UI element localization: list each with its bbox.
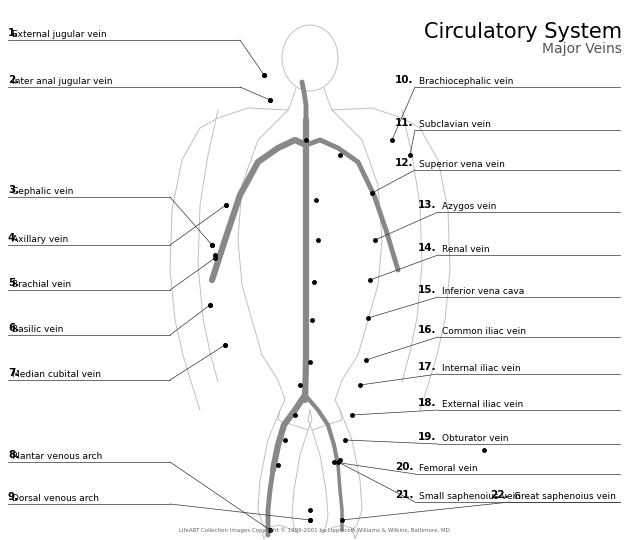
Text: 17.: 17. xyxy=(418,362,437,372)
Text: 9.: 9. xyxy=(8,492,19,502)
Text: 8.: 8. xyxy=(8,450,19,460)
Text: 18.: 18. xyxy=(418,398,437,408)
Text: 7.: 7. xyxy=(8,368,19,378)
Text: LifeART Collection Images Copyright © 1999-2001 by Lippincott Williams & Wilkins: LifeART Collection Images Copyright © 19… xyxy=(179,528,450,533)
Text: 12.: 12. xyxy=(395,158,413,168)
Text: 5.: 5. xyxy=(8,278,19,288)
Text: 15.: 15. xyxy=(418,285,437,295)
Text: 13.: 13. xyxy=(418,200,437,210)
Text: Circulatory System: Circulatory System xyxy=(424,22,622,42)
Text: Major Veins: Major Veins xyxy=(542,42,622,56)
Text: External jugular vein: External jugular vein xyxy=(12,30,107,39)
Text: 2.: 2. xyxy=(8,75,19,85)
Text: 10.: 10. xyxy=(395,75,413,85)
Text: 16.: 16. xyxy=(418,325,437,335)
Text: Brachial vein: Brachial vein xyxy=(12,280,71,289)
Text: Femoral vein: Femoral vein xyxy=(419,464,477,473)
Text: Small saphenoius vein: Small saphenoius vein xyxy=(419,492,521,501)
Text: 21.: 21. xyxy=(395,490,413,500)
Text: 4.: 4. xyxy=(8,233,19,243)
Text: 20.: 20. xyxy=(395,462,413,472)
Text: Azygos vein: Azygos vein xyxy=(442,202,496,211)
Text: Renal vein: Renal vein xyxy=(442,245,489,254)
Text: Internal iliac vein: Internal iliac vein xyxy=(442,364,521,373)
Text: 6.: 6. xyxy=(8,323,19,333)
Text: Basilic vein: Basilic vein xyxy=(12,325,64,334)
Text: Axillary vein: Axillary vein xyxy=(12,235,69,244)
Text: 14.: 14. xyxy=(418,243,437,253)
Text: Dorsal venous arch: Dorsal venous arch xyxy=(12,494,99,503)
Text: 11.: 11. xyxy=(395,118,413,128)
Text: Obturator vein: Obturator vein xyxy=(442,434,508,443)
Text: Subclavian vein: Subclavian vein xyxy=(419,120,491,129)
Text: Median cubital vein: Median cubital vein xyxy=(12,370,101,379)
Text: 19.: 19. xyxy=(418,432,437,442)
Text: 1.: 1. xyxy=(8,28,19,38)
Text: Brachiocephalic vein: Brachiocephalic vein xyxy=(419,77,513,86)
Text: Common iliac vein: Common iliac vein xyxy=(442,327,526,336)
Text: 3.: 3. xyxy=(8,185,19,195)
Text: Cephalic vein: Cephalic vein xyxy=(12,187,74,196)
Text: Superior vena vein: Superior vena vein xyxy=(419,160,505,169)
Text: 22.: 22. xyxy=(490,490,508,500)
Text: External iliac vein: External iliac vein xyxy=(442,400,523,409)
Text: Inferior vena cava: Inferior vena cava xyxy=(442,287,524,296)
Text: Great saphenoius vein: Great saphenoius vein xyxy=(514,492,616,501)
Text: Plantar venous arch: Plantar venous arch xyxy=(12,452,103,461)
Text: Inter anal jugular vein: Inter anal jugular vein xyxy=(12,77,113,86)
